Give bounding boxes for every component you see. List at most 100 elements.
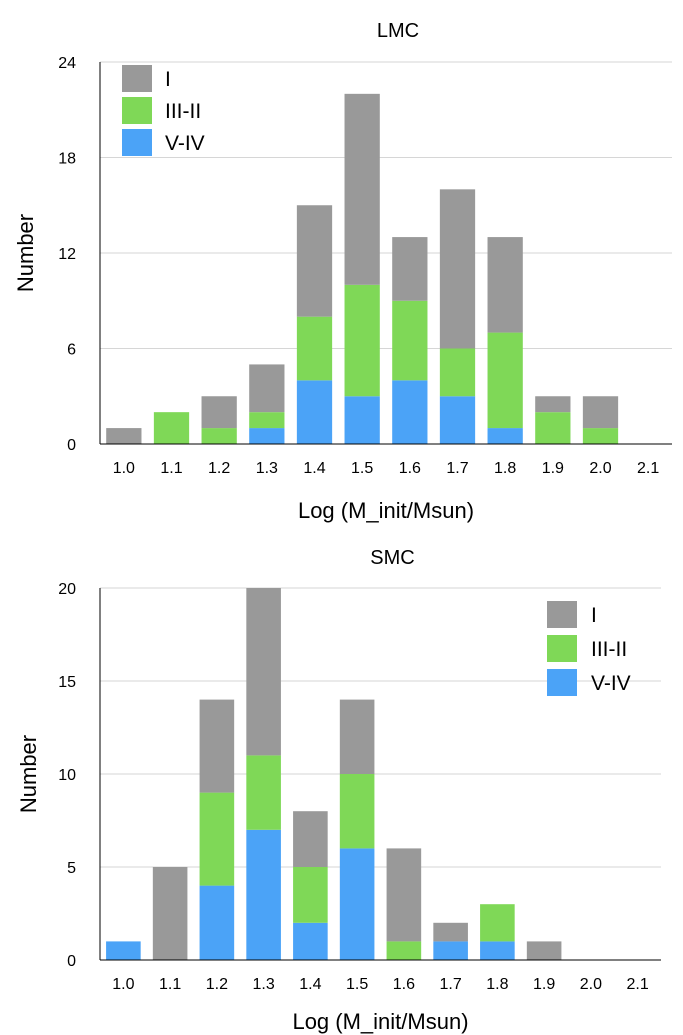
bar-i: [392, 237, 428, 301]
y-tick-label: 5: [67, 860, 76, 877]
bar-v-iv: [339, 848, 375, 960]
legend-swatch-v-iv: [547, 669, 577, 696]
legend-swatch-v-iv: [122, 129, 152, 156]
x-tick-label: 1.2: [206, 976, 228, 993]
bar-v-iv: [439, 396, 476, 444]
x-tick-label: 1.4: [303, 460, 325, 477]
y-axis-label: Number: [13, 214, 38, 292]
legend-label: III-II: [165, 100, 201, 123]
y-tick-label: 24: [58, 55, 76, 72]
bar-i: [152, 867, 188, 960]
bar-iii-ii: [249, 412, 285, 429]
bar-i: [293, 811, 328, 867]
x-tick-label: 1.3: [256, 460, 278, 477]
legend-swatch-iii-ii: [122, 97, 152, 124]
x-axis-label: Log (M_init/Msun): [292, 1009, 468, 1034]
legend-label: I: [591, 604, 597, 627]
x-tick-label: 1.9: [542, 460, 564, 477]
y-tick-label: 10: [58, 767, 76, 784]
bar-i: [296, 205, 333, 317]
x-tick-label: 1.5: [346, 976, 368, 993]
y-tick-label: 0: [67, 437, 76, 454]
bar-iii-ii: [480, 904, 515, 942]
x-tick-label: 1.6: [399, 460, 421, 477]
legend-label: III-II: [591, 638, 627, 661]
x-tick-label: 1.7: [440, 976, 462, 993]
x-tick-label: 1.5: [351, 460, 373, 477]
bar-iii-ii: [296, 316, 333, 381]
x-tick-label: 1.7: [446, 460, 468, 477]
y-axis-label: Number: [16, 735, 41, 813]
legend-label: I: [165, 68, 171, 91]
x-tick-label: 1.0: [112, 976, 134, 993]
y-tick-label: 20: [58, 581, 76, 598]
bar-v-iv: [106, 941, 141, 960]
bar-iii-ii: [344, 284, 380, 397]
bar-v-iv: [246, 829, 281, 960]
x-tick-label: 1.2: [208, 460, 230, 477]
x-tick-label: 1.8: [494, 460, 516, 477]
legend-swatch-i: [122, 65, 152, 92]
bar-iii-ii: [439, 348, 476, 397]
bar-i: [344, 93, 380, 285]
bar-i: [433, 922, 468, 942]
bar-iii-ii: [582, 428, 619, 444]
y-tick-label: 6: [67, 342, 76, 359]
bar-v-iv: [480, 941, 515, 960]
bar-i: [386, 848, 422, 942]
bar-i: [249, 364, 285, 413]
bar-v-iv: [296, 380, 333, 444]
x-tick-label: 1.9: [533, 976, 555, 993]
bar-i: [201, 396, 237, 429]
x-tick-label: 1.1: [159, 976, 181, 993]
y-tick-label: 12: [58, 246, 76, 263]
x-tick-label: 2.1: [627, 976, 649, 993]
x-tick-label: 1.0: [113, 460, 135, 477]
legend-label: V-IV: [165, 132, 205, 155]
bar-v-iv: [293, 922, 328, 960]
legend-swatch-i: [547, 601, 577, 628]
x-axis-label: Log (M_init/Msun): [298, 498, 474, 523]
bar-v-iv: [433, 941, 468, 960]
bar-iii-ii: [535, 412, 571, 444]
bar-iii-ii: [487, 332, 523, 429]
legend-swatch-iii-ii: [547, 635, 577, 662]
y-tick-label: 0: [67, 953, 76, 970]
lmc-chart: LMC 0 6 12 18 24 1.0 1.1 1.2 1.3 1.4 1.5 1.6 1.7 1.8 1.…: [13, 20, 672, 523]
bar-iii-ii: [153, 412, 190, 444]
x-tick-label: 2.0: [580, 976, 602, 993]
bar-iii-ii: [386, 941, 422, 960]
bar-i: [339, 699, 375, 774]
bar-iii-ii: [339, 774, 375, 849]
bar-v-iv: [487, 428, 523, 444]
y-tick-label: 18: [58, 151, 76, 168]
chart-title: SMC: [370, 547, 414, 569]
bar-v-iv: [199, 885, 235, 960]
bar-i: [199, 699, 235, 793]
bar-iii-ii: [201, 428, 237, 444]
bar-i: [246, 588, 281, 756]
bar-i: [439, 189, 476, 349]
bar-iii-ii: [199, 792, 235, 886]
smc-chart: SMC 0 5 10 15 20 1.0 1.1 1.2 1.3 1.4 1.5 1.6 1.7 1.8 1.…: [16, 547, 661, 1034]
x-tick-label: 2.1: [637, 460, 659, 477]
y-tick-label: 15: [58, 674, 76, 691]
x-tick-label: 1.1: [160, 460, 182, 477]
bar-iii-ii: [246, 755, 281, 830]
bar-i: [487, 237, 523, 333]
x-tick-label: 1.4: [299, 976, 321, 993]
x-tick-label: 2.0: [589, 460, 611, 477]
bar-iii-ii: [392, 300, 428, 381]
x-tick-label: 1.6: [393, 976, 415, 993]
bar-v-iv: [249, 428, 285, 444]
bar-v-iv: [392, 380, 428, 444]
x-tick-label: 1.8: [486, 976, 508, 993]
bar-i: [526, 941, 562, 960]
chart-title: LMC: [377, 20, 419, 42]
bar-v-iv: [344, 396, 380, 444]
x-tick-label: 1.3: [253, 976, 275, 993]
legend-label: V-IV: [591, 672, 631, 695]
bar-i: [535, 396, 571, 413]
bar-i: [582, 396, 619, 429]
